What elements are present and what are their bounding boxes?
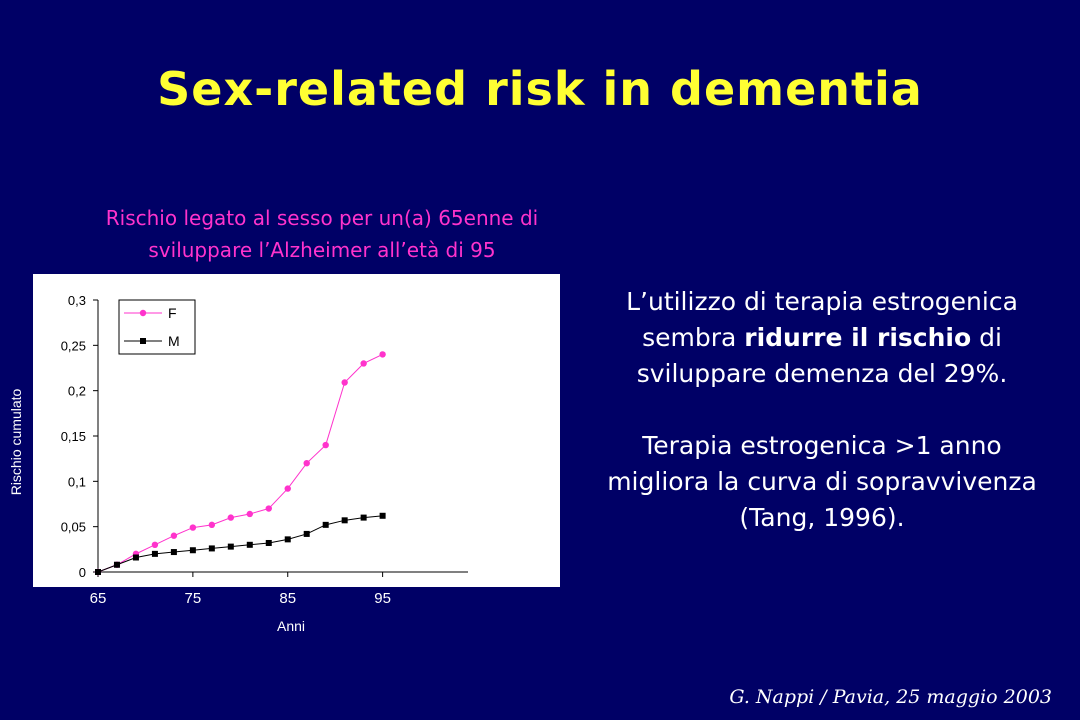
y-axis-label: Rischio cumulato (8, 388, 24, 495)
slide-title: Sex-related risk in dementia (157, 62, 923, 116)
point-M (379, 512, 386, 519)
point-F (360, 360, 367, 367)
point-M (341, 517, 348, 524)
y-tick-label: 0 (79, 565, 86, 580)
chart-caption-line-1: Rischio legato al sesso per un(a) 65enne… (105, 206, 539, 230)
point-M (284, 536, 291, 543)
point-M (170, 549, 177, 556)
point-M (113, 561, 120, 568)
paragraph-estrogen-effect: L’utilizzo di terapia estrogenica sembra… (590, 284, 1054, 392)
y-tick-label: 0,15 (61, 429, 86, 444)
point-F (151, 541, 159, 548)
point-F (341, 379, 348, 386)
legend-marker-M (140, 338, 146, 344)
point-M (246, 541, 253, 548)
risk-line-chart: Rischio cumulato Anni 0 0,05 0,1 0,15 0,2 0,2… (8, 274, 560, 634)
point-F (208, 521, 216, 529)
chart-caption-line-2: sviluppare l’Alzheimer all’età di 95 (148, 238, 496, 262)
body-text: L’utilizzo di terapia estrogenica sembra… (590, 284, 1054, 536)
point-F (284, 485, 291, 492)
legend-box (118, 299, 196, 355)
y-tick-label: 0,25 (61, 338, 86, 353)
point-M (208, 545, 215, 552)
point-M (227, 543, 234, 550)
x-tick-label: 75 (185, 590, 202, 607)
p1-bold-text: ridurre il rischio (744, 323, 972, 352)
point-M (322, 521, 329, 528)
point-F (379, 351, 386, 358)
footer-credit: G. Nappi / Pavia, 25 maggio 2003 (729, 686, 1052, 708)
y-tick-label: 0,1 (68, 474, 86, 489)
p1-text-b: di sviluppare demenza del 29%. (636, 323, 1008, 388)
point-M (265, 539, 272, 546)
chart-caption: Rischio legato al sesso per un(a) 65enne… (40, 202, 604, 266)
y-tick-label: 0,05 (61, 520, 86, 535)
x-tick-label: 95 (374, 590, 391, 607)
x-axis-label: Anni (277, 618, 305, 634)
paragraph-survival-curve: Terapia estrogenica >1 anno migliora la … (607, 431, 1037, 532)
point-F (322, 441, 329, 449)
p1-text-a: L’utilizzo di terapia estrogenica sembra (626, 287, 1018, 352)
series-line-M (97, 515, 383, 573)
chart-legend: FM (118, 299, 196, 355)
y-tick-label: 0,3 (68, 293, 86, 308)
x-tick-label: 65 (90, 590, 107, 607)
point-F (170, 532, 178, 539)
legend-label-M: M (168, 333, 180, 349)
legend-label-F: F (168, 305, 177, 321)
point-M (189, 547, 196, 554)
chart-axes: 0 0,05 0,1 0,15 0,2 0,25 0,3 65 75 85 95 (61, 293, 468, 607)
chart-marks (94, 351, 386, 576)
point-F (227, 514, 235, 521)
point-F (189, 524, 197, 531)
point-F (265, 505, 272, 512)
point-F (246, 510, 253, 518)
point-M (303, 530, 310, 537)
point-M (360, 514, 367, 521)
y-tick-label: 0,2 (68, 384, 86, 399)
point-F (303, 460, 310, 467)
point-M (151, 550, 158, 557)
legend-marker-F (139, 309, 147, 317)
point-M (95, 569, 101, 575)
series-line-F (97, 353, 383, 573)
point-M (132, 554, 139, 561)
x-tick-label: 85 (279, 590, 296, 607)
chart-plot-background (33, 274, 560, 587)
